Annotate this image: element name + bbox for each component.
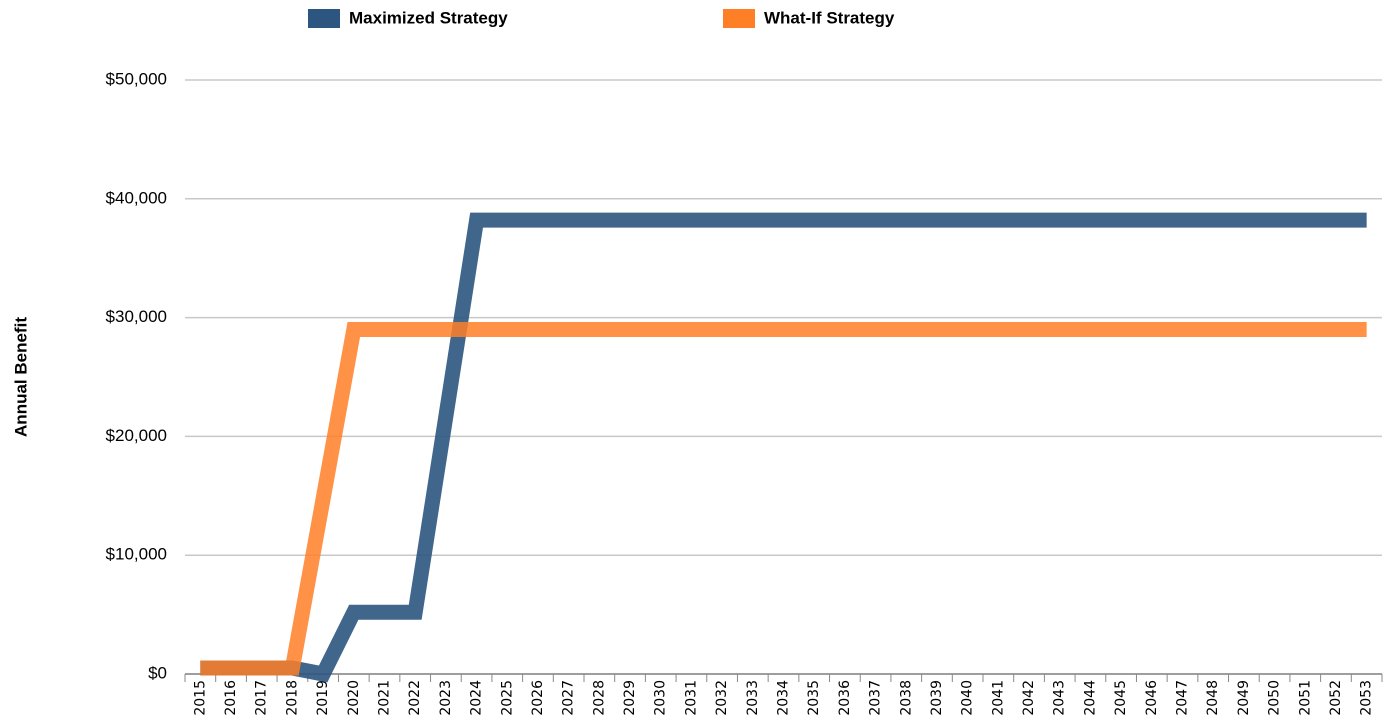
x-tick-label: 2048 [1205, 680, 1221, 716]
x-tick-label: 2030 [653, 680, 669, 716]
x-tick-label: 2047 [1175, 680, 1191, 716]
x-tick-label: 2028 [591, 680, 607, 716]
x-tick-label: 2051 [1297, 680, 1313, 716]
legend-swatch [723, 9, 755, 28]
x-tick-label: 2036 [837, 680, 853, 716]
x-tick-label: 2015 [192, 680, 208, 716]
x-tick-label: 2032 [714, 680, 730, 716]
x-tick-label: 2027 [561, 680, 577, 716]
series-line [200, 321, 1367, 676]
y-tick-label: $10,000 [106, 545, 167, 564]
legend-label: Maximized Strategy [349, 8, 508, 27]
x-tick-label: 2034 [776, 680, 792, 716]
legend-label: What-If Strategy [764, 8, 895, 27]
x-tick-label: 2026 [530, 680, 546, 716]
y-tick-label: $20,000 [106, 426, 167, 445]
x-tick-label: 2040 [960, 680, 976, 716]
x-tick-label: 2024 [469, 680, 485, 716]
x-tick-label: 2043 [1052, 680, 1068, 716]
x-tick-label: 2033 [745, 680, 761, 716]
x-tick-label: 2052 [1328, 680, 1344, 716]
y-tick-label: $0 [148, 663, 167, 682]
x-tick-label: 2053 [1359, 680, 1375, 716]
x-tick-label: 2039 [929, 680, 945, 716]
x-tick-label: 2017 [254, 680, 270, 716]
legend-swatch [308, 9, 340, 28]
x-tick-label: 2049 [1236, 680, 1252, 716]
y-tick-label: $40,000 [106, 188, 167, 207]
x-tick-label: 2022 [407, 680, 423, 716]
x-tick-label: 2041 [990, 680, 1006, 716]
x-tick-label: 2025 [499, 680, 515, 716]
x-tick-label: 2046 [1144, 680, 1160, 716]
x-tick-label: 2045 [1113, 680, 1129, 716]
x-tick-label: 2021 [377, 680, 393, 716]
x-tick-label: 2038 [898, 680, 914, 716]
x-tick-label: 2042 [1021, 680, 1037, 716]
x-tick-label: 2031 [683, 680, 699, 716]
x-tick-label: 2018 [284, 680, 300, 716]
x-tick-label: 2044 [1082, 680, 1098, 716]
y-tick-label: $50,000 [106, 69, 167, 88]
x-tick-label: 2029 [622, 680, 638, 716]
y-tick-label: $30,000 [106, 307, 167, 326]
series-line [200, 212, 1367, 683]
x-tick-label: 2035 [806, 680, 822, 716]
x-tick-label: 2020 [346, 680, 362, 716]
x-tick-label: 2019 [315, 680, 331, 716]
x-tick-label: 2050 [1267, 680, 1283, 716]
x-tick-label: 2037 [868, 680, 884, 716]
x-tick-label: 2023 [438, 680, 454, 716]
x-tick-label: 2016 [223, 680, 239, 716]
y-axis-title: Annual Benefit [11, 317, 30, 437]
